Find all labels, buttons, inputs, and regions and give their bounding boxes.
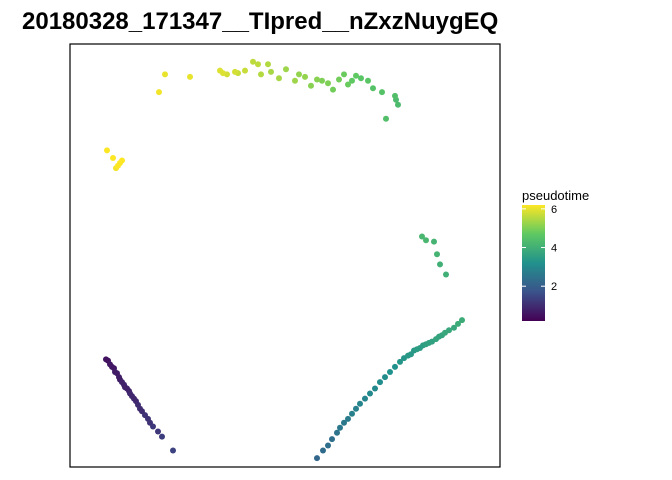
chart-title: 20180328_171347__TIpred__nZxzNuygEQ xyxy=(22,8,498,35)
data-point xyxy=(119,157,125,164)
data-point xyxy=(325,80,331,87)
data-point xyxy=(170,447,176,454)
data-point xyxy=(329,436,335,443)
data-point xyxy=(320,447,326,454)
plot-panel xyxy=(69,43,501,468)
data-point xyxy=(382,374,388,381)
points-layer xyxy=(103,58,465,462)
data-point xyxy=(349,77,355,84)
data-point xyxy=(255,61,261,68)
data-point xyxy=(455,320,461,327)
data-point xyxy=(159,433,165,440)
data-point xyxy=(156,89,162,96)
data-point xyxy=(325,442,331,449)
data-point xyxy=(150,423,156,430)
data-point xyxy=(434,251,440,258)
data-point xyxy=(370,85,376,92)
data-point xyxy=(217,67,223,74)
data-point xyxy=(431,238,437,245)
data-point xyxy=(314,455,320,462)
data-point xyxy=(349,410,355,417)
data-point xyxy=(155,428,161,435)
data-point xyxy=(387,369,393,375)
data-point xyxy=(110,155,116,161)
data-point xyxy=(353,72,359,79)
data-point xyxy=(242,67,248,74)
data-point xyxy=(446,327,452,334)
data-point xyxy=(292,77,298,84)
data-point xyxy=(104,147,110,154)
data-point xyxy=(367,390,373,397)
data-point xyxy=(337,424,343,431)
data-point xyxy=(345,81,351,88)
data-point xyxy=(268,68,274,75)
data-point xyxy=(379,89,385,96)
data-point xyxy=(276,75,282,82)
data-point xyxy=(250,58,256,65)
data-point xyxy=(397,358,403,365)
data-point xyxy=(265,61,271,68)
data-point xyxy=(308,82,314,89)
data-point xyxy=(392,363,398,370)
data-point xyxy=(358,75,364,82)
colorbar-ticks: 2 4 6 xyxy=(522,204,557,293)
data-point xyxy=(395,101,401,108)
data-point xyxy=(459,317,465,324)
data-point xyxy=(377,379,383,386)
data-point xyxy=(334,429,340,436)
data-point xyxy=(330,86,336,93)
colorbar-tick-label: 2 xyxy=(551,281,557,293)
data-point xyxy=(341,419,347,426)
data-point xyxy=(365,77,371,84)
data-point xyxy=(392,92,398,99)
data-point xyxy=(296,71,302,78)
data-point xyxy=(443,271,449,278)
data-point xyxy=(357,400,363,407)
data-point xyxy=(302,73,308,80)
data-point xyxy=(345,415,351,422)
data-point xyxy=(232,68,238,75)
data-point xyxy=(283,66,289,73)
data-point xyxy=(372,385,378,392)
data-point xyxy=(336,76,342,83)
data-point xyxy=(451,324,457,331)
data-point xyxy=(341,71,347,78)
data-point xyxy=(423,237,429,244)
legend-title: pseudotime xyxy=(522,188,589,203)
data-point xyxy=(162,71,168,78)
data-point xyxy=(319,77,325,84)
legend: pseudotime 2 4 6 xyxy=(522,188,589,321)
data-point xyxy=(353,405,359,412)
data-point xyxy=(383,115,389,122)
colorbar-tick-label: 6 xyxy=(551,204,557,216)
data-point xyxy=(362,395,368,402)
data-point xyxy=(419,233,425,240)
data-point xyxy=(187,73,193,80)
data-point xyxy=(437,261,443,268)
data-point xyxy=(258,71,264,78)
data-point xyxy=(314,76,320,83)
colorbar xyxy=(522,205,545,321)
colorbar-tick-label: 4 xyxy=(551,243,557,255)
